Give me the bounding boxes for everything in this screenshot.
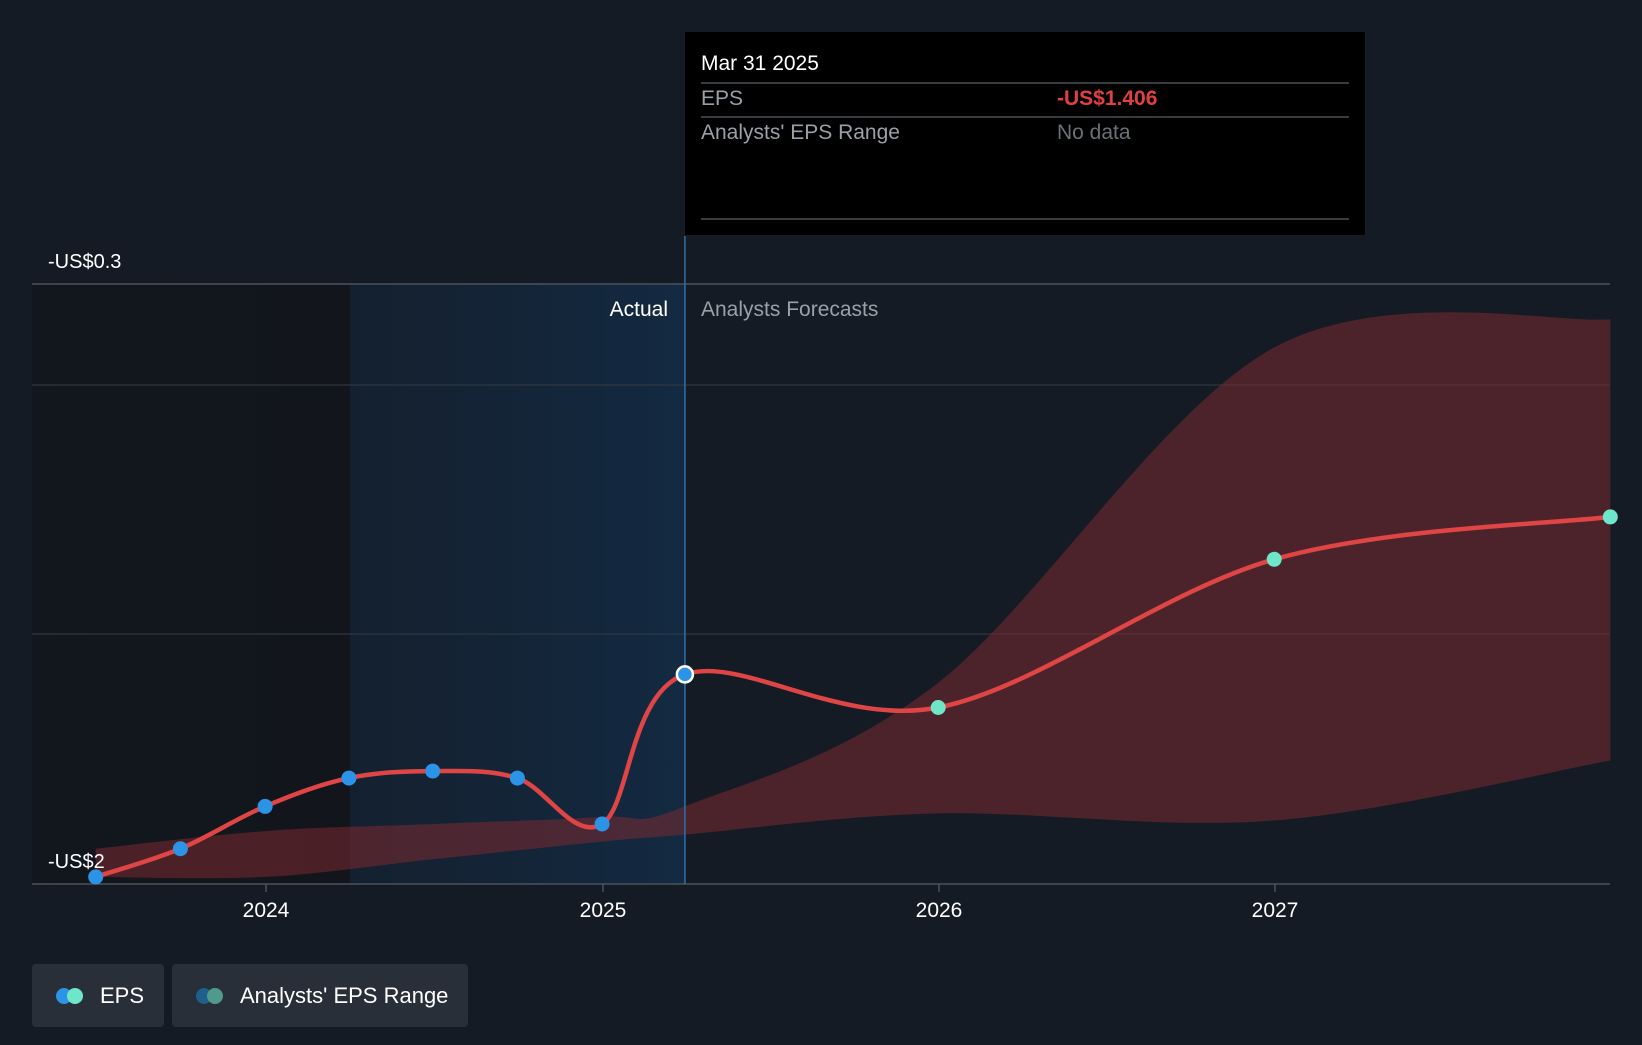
x-tick-label-2027: 2027 (1252, 899, 1299, 922)
actual-label: Actual (610, 298, 668, 321)
tooltip-range-value: No data (1057, 121, 1131, 144)
legend-eps-button[interactable]: EPS (32, 964, 164, 1027)
eps-range-area (95, 312, 1611, 879)
eps-actual-point[interactable] (594, 816, 610, 832)
eps-actual-point[interactable] (257, 798, 273, 814)
eps-actual-point[interactable] (88, 869, 104, 885)
tooltip-eps-value: -US$1.406 (1057, 87, 1157, 110)
past-region (32, 284, 350, 884)
y-tick-label-bottom: -US$2 (48, 851, 105, 873)
eps-actual-point[interactable] (341, 770, 357, 786)
x-tick-label-2024: 2024 (243, 899, 290, 922)
eps-forecast-point[interactable] (930, 700, 946, 715)
x-axis-ticks: 2024 2025 2026 2027 (243, 884, 1299, 922)
tooltip-background (685, 32, 1365, 235)
legend-eps-label: EPS (100, 982, 145, 1008)
legend-range-label: Analysts' EPS Range (240, 982, 449, 1008)
x-tick-label-2025: 2025 (580, 899, 627, 922)
eps-range-band (95, 312, 1611, 879)
eps-forecast-point[interactable] (1602, 509, 1618, 525)
tooltip-date: Mar 31 2025 (701, 52, 819, 75)
legend-eps-range-button[interactable]: Analysts' EPS Range (172, 964, 468, 1027)
eps-actual-point[interactable] (425, 763, 441, 779)
tooltip: Mar 31 2025 EPS -US$1.406 Analysts' EPS … (685, 32, 1365, 235)
x-tick-label-2026: 2026 (916, 899, 963, 922)
tooltip-eps-label: EPS (701, 87, 743, 110)
eps-range-legend-icon (196, 987, 226, 1005)
eps-forecast-point[interactable] (1266, 551, 1282, 567)
eps-point-selected[interactable] (675, 665, 695, 684)
forecast-label: Analysts Forecasts (701, 298, 878, 321)
eps-legend-icon (56, 987, 86, 1005)
eps-actual-point[interactable] (509, 770, 525, 786)
eps-points (88, 509, 1618, 885)
y-tick-label-top: -US$0.3 (48, 251, 121, 273)
eps-actual-point[interactable] (172, 841, 188, 857)
tooltip-range-label: Analysts' EPS Range (701, 121, 900, 144)
actual-region (350, 284, 686, 884)
